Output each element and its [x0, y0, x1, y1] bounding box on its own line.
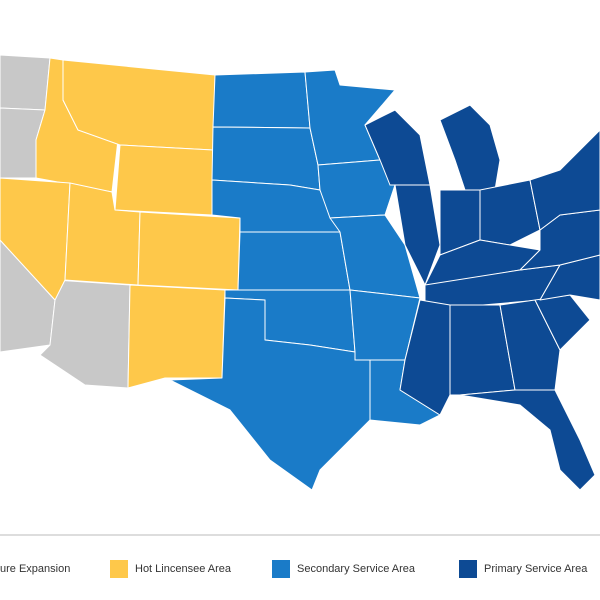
state	[479, 179, 541, 246]
state	[0, 177, 71, 301]
legend-label: Hot Lincensee Area	[135, 563, 232, 575]
state	[459, 389, 596, 491]
legend-swatch	[110, 560, 128, 578]
legend-swatch	[272, 560, 290, 578]
legend-label: Primary Service Area	[484, 563, 588, 575]
legend-label: Secondary Service Area	[297, 563, 416, 575]
state	[0, 54, 51, 111]
legend-swatch	[459, 560, 477, 578]
state	[237, 231, 351, 291]
state	[212, 71, 311, 129]
state	[137, 211, 241, 291]
legend: ure Expansion Hot Lincensee Area Seconda…	[0, 560, 588, 578]
states	[0, 54, 600, 491]
state	[499, 299, 561, 391]
state	[114, 144, 214, 216]
state	[127, 284, 226, 389]
state	[439, 104, 501, 191]
state	[169, 297, 371, 491]
state	[539, 254, 600, 301]
state	[529, 129, 600, 231]
legend-label: ure Expansion	[0, 563, 70, 575]
